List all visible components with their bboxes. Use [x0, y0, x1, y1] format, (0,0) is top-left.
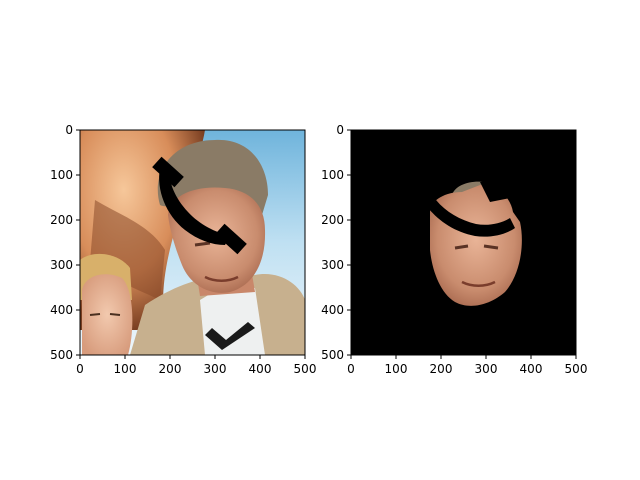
right-x-tick-label: 400 — [520, 362, 543, 376]
right-x-tick-label: 500 — [565, 362, 588, 376]
left-image-panel — [80, 130, 305, 355]
left-y-tick-label: 400 — [50, 303, 73, 317]
left-x-tick-label: 300 — [204, 362, 227, 376]
left-x-tick-label: 0 — [76, 362, 84, 376]
child-face — [82, 274, 133, 355]
right-x-tick-label: 0 — [347, 362, 355, 376]
segmented-mouth — [461, 280, 496, 287]
right-y-tick-label: 100 — [321, 168, 344, 182]
left-y-tick-label: 200 — [50, 213, 73, 227]
left-y-tick-label: 0 — [65, 123, 73, 137]
right-y-tick-label: 300 — [321, 258, 344, 272]
segmented-face — [430, 184, 522, 306]
right-axes-frame — [350, 129, 577, 356]
right-y-tick-label: 200 — [321, 213, 344, 227]
segmented-handset-occlusion — [428, 178, 515, 237]
shirt — [200, 285, 265, 355]
tie — [205, 322, 255, 350]
left-x-tick-label: 100 — [114, 362, 137, 376]
child-eyes — [89, 313, 121, 316]
left-x-tick-label: 200 — [159, 362, 182, 376]
handset-occlusion — [152, 156, 247, 255]
right-x-tick-label: 200 — [430, 362, 453, 376]
left-axes-frame — [79, 129, 306, 356]
right-x-tick-label: 300 — [475, 362, 498, 376]
left-y-tick-label: 100 — [50, 168, 73, 182]
right-y-tick-label: 500 — [321, 348, 344, 362]
mouth — [204, 275, 239, 282]
right-image-panel — [351, 130, 576, 355]
right-y-tick-label: 0 — [336, 123, 344, 137]
left-x-tick-label: 400 — [249, 362, 272, 376]
left-y-tick-label: 300 — [50, 258, 73, 272]
right-x-tick-label: 100 — [385, 362, 408, 376]
segmented-eyes — [454, 244, 499, 250]
left-x-tick-label: 500 — [294, 362, 317, 376]
left-y-tick-label: 500 — [50, 348, 73, 362]
right-y-tick-label: 400 — [321, 303, 344, 317]
